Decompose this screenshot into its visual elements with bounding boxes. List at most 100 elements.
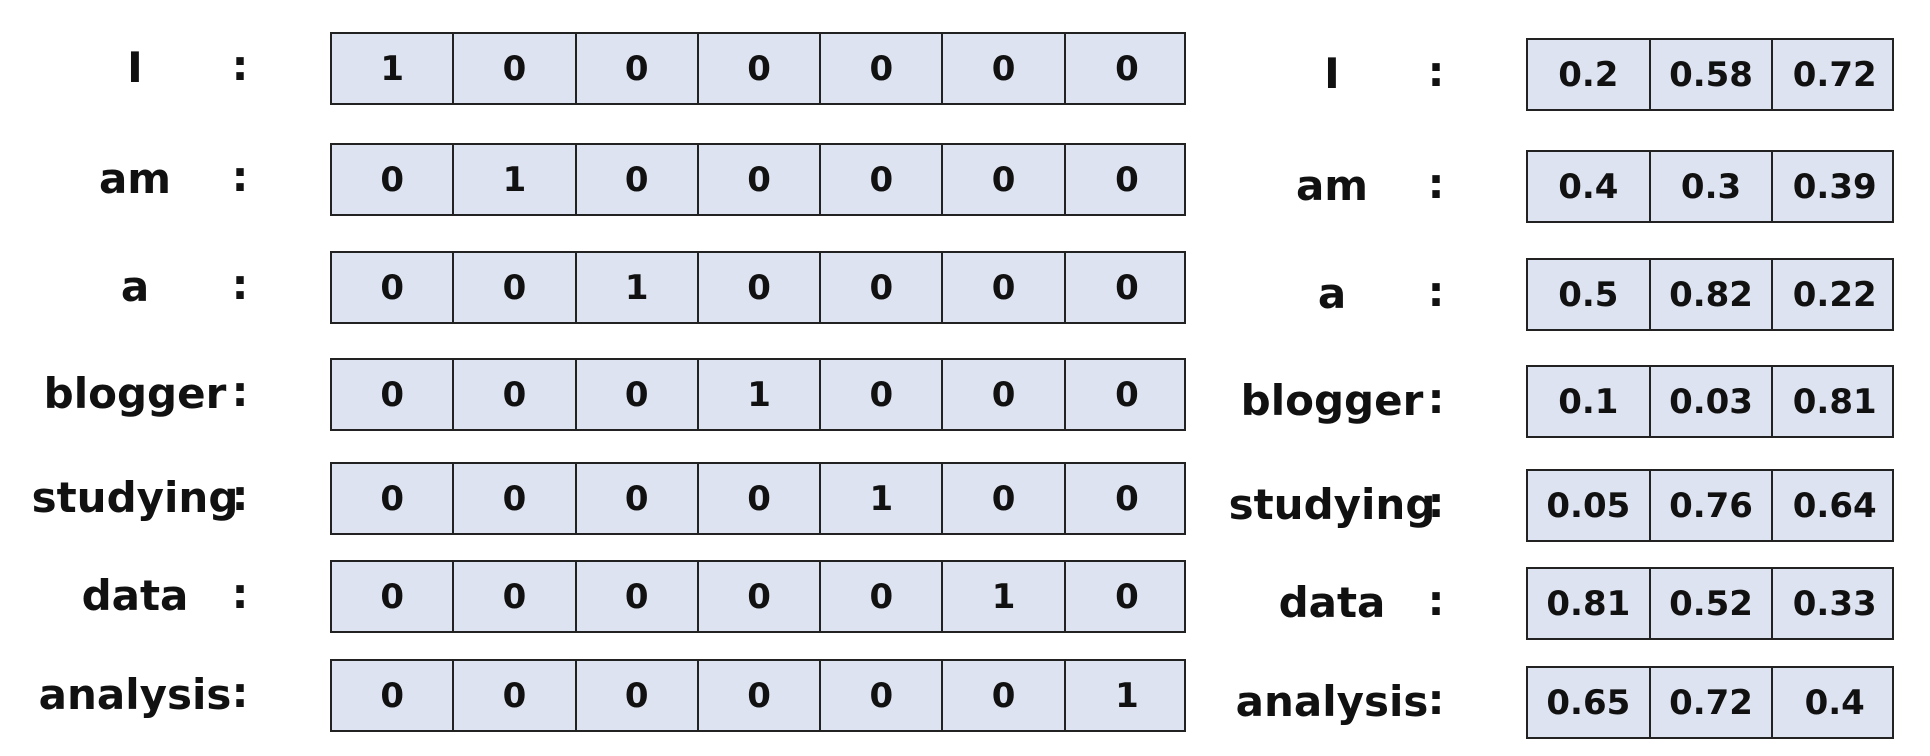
embedding-separator: : (1427, 675, 1445, 724)
vector-cell: 0 (699, 562, 822, 631)
embedding-vector: 0.1 0.03 0.81 (1526, 365, 1894, 438)
vector-cell: 0 (943, 253, 1066, 322)
one-hot-separator: : (231, 569, 249, 618)
vector-cell: 0 (699, 145, 822, 214)
vector-cell: 0 (332, 464, 455, 533)
vector-cell: 0.1 (1528, 367, 1651, 436)
vector-cell: 0.05 (1528, 471, 1651, 540)
one-hot-separator: : (231, 260, 249, 309)
vector-cell: 0.81 (1528, 569, 1651, 638)
vector-cell: 0 (943, 464, 1066, 533)
one-hot-separator: : (231, 367, 249, 416)
vector-cell: 0 (332, 360, 455, 429)
vector-cell: 1 (943, 562, 1066, 631)
one-hot-word-label: blogger (43, 369, 227, 418)
vector-cell: 0 (821, 562, 944, 631)
vector-cell: 0.65 (1528, 668, 1651, 737)
vector-cell: 0 (699, 253, 822, 322)
embedding-vector: 0.05 0.76 0.64 (1526, 469, 1894, 542)
vector-cell: 0.22 (1792, 274, 1877, 315)
vector-cell: 1 (454, 145, 577, 214)
embedding-vector: 0.4 0.3 0.39 (1526, 150, 1894, 223)
vector-cell: 0 (577, 360, 699, 429)
one-hot-word-label: analysis (38, 670, 232, 719)
embedding-vector: 0.65 0.72 0.4 (1526, 666, 1894, 739)
vector-cell: 0 (1115, 576, 1139, 617)
embedding-vector: 0.81 0.52 0.33 (1526, 567, 1894, 640)
vector-cell: 0 (821, 145, 944, 214)
one-hot-separator: : (231, 471, 249, 520)
vector-cell: 0 (454, 464, 577, 533)
vector-cell: 0 (943, 360, 1066, 429)
vector-cell: 0.72 (1651, 668, 1774, 737)
vector-cell: 0 (454, 562, 577, 631)
vector-cell: 0 (577, 34, 699, 103)
vector-cell: 0 (577, 145, 699, 214)
vector-cell: 0.2 (1528, 40, 1651, 109)
vector-cell: 0 (821, 34, 944, 103)
one-hot-separator: : (231, 41, 249, 90)
vector-cell: 1 (332, 34, 455, 103)
vector-cell: 0.03 (1651, 367, 1774, 436)
vector-cell: 0.72 (1792, 54, 1877, 95)
embedding-vector: 0.2 0.58 0.72 (1526, 38, 1894, 111)
vector-cell: 0.81 (1792, 381, 1877, 422)
vector-cell: 0 (454, 253, 577, 322)
vector-cell: 0.76 (1651, 471, 1774, 540)
vector-cell: 1 (699, 360, 822, 429)
vector-cell: 0 (821, 661, 944, 730)
embedding-vector: 0.5 0.82 0.22 (1526, 258, 1894, 331)
embedding-separator: : (1427, 47, 1445, 96)
vector-cell: 0 (1115, 267, 1139, 308)
vector-cell: 0 (454, 34, 577, 103)
vector-cell: 0 (821, 253, 944, 322)
one-hot-separator: : (231, 152, 249, 201)
vector-cell: 0 (332, 562, 455, 631)
vector-cell: 0 (577, 661, 699, 730)
vector-cell: 0 (943, 661, 1066, 730)
embedding-word-label: a (1317, 269, 1347, 318)
vector-cell: 0 (332, 253, 455, 322)
vector-cell: 0.39 (1792, 166, 1877, 207)
embedding-word-label: data (1278, 578, 1386, 627)
embedding-separator: : (1427, 374, 1445, 423)
one-hot-word-label: data (81, 571, 189, 620)
vector-cell: 0 (577, 464, 699, 533)
embedding-word-label: analysis (1235, 677, 1429, 726)
vector-cell: 0 (454, 360, 577, 429)
one-hot-word-label: I (127, 43, 143, 92)
vector-cell: 0.4 (1804, 682, 1865, 723)
vector-cell: 0.58 (1651, 40, 1774, 109)
vector-cell: 0 (1115, 48, 1139, 89)
vector-cell: 1 (1115, 675, 1139, 716)
one-hot-word-label: studying (31, 473, 239, 522)
vector-cell: 1 (577, 253, 699, 322)
vector-cell: 0.82 (1651, 260, 1774, 329)
vector-cell: 0 (943, 34, 1066, 103)
vector-cell: 0 (577, 562, 699, 631)
vector-cell: 0 (1115, 374, 1139, 415)
embedding-separator: : (1427, 267, 1445, 316)
vector-cell: 0.64 (1792, 485, 1877, 526)
vector-cell: 0 (699, 464, 822, 533)
one-hot-separator: : (231, 668, 249, 717)
embedding-separator: : (1427, 576, 1445, 625)
vector-cell: 0.5 (1528, 260, 1651, 329)
vector-cell: 0 (332, 145, 455, 214)
vector-cell: 0 (699, 661, 822, 730)
vector-cell: 0 (332, 661, 455, 730)
vector-cell: 0 (1115, 478, 1139, 519)
embedding-separator: : (1427, 478, 1445, 527)
one-hot-word-label: a (120, 262, 150, 311)
vector-cell: 0.33 (1792, 583, 1877, 624)
one-hot-word-label: am (98, 154, 172, 203)
vector-cell: 0 (821, 360, 944, 429)
vector-cell: 0.4 (1528, 152, 1651, 221)
